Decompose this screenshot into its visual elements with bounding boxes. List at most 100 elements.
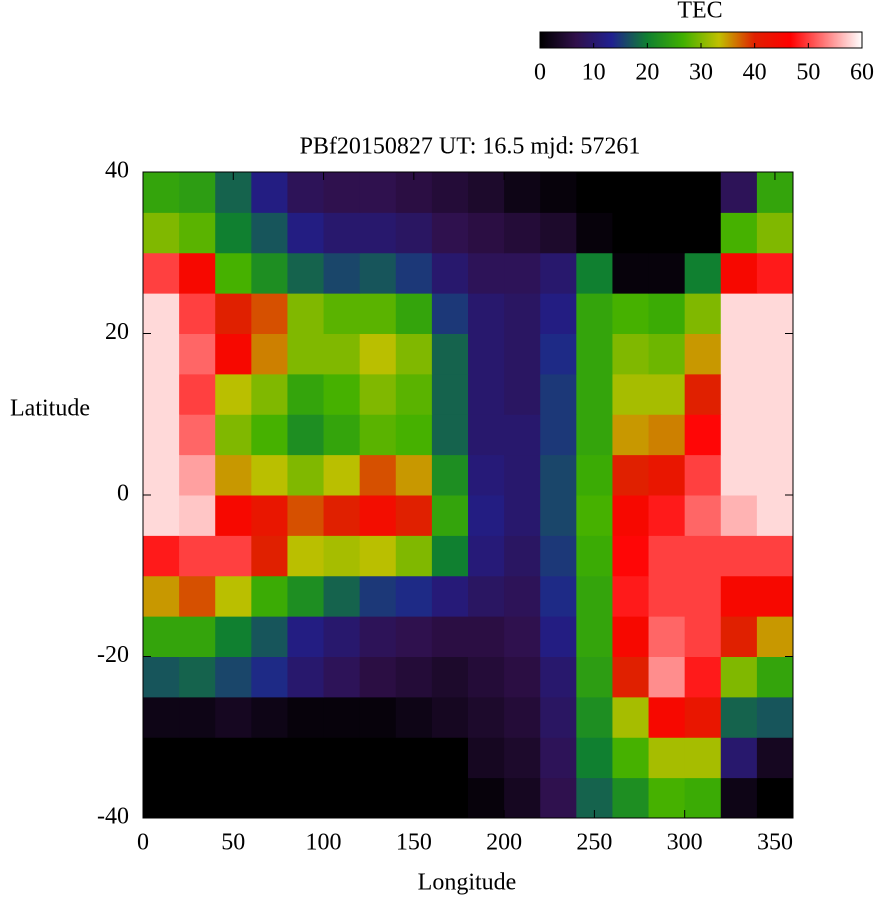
heat-cell — [468, 616, 505, 657]
heat-cell — [612, 696, 650, 738]
heat-cell — [720, 373, 758, 415]
heat-cell — [179, 737, 216, 779]
heat-cell — [179, 414, 216, 456]
heat-cell — [612, 495, 650, 536]
heat-cell — [431, 616, 469, 657]
heat-cell — [143, 373, 180, 415]
heat-cell — [468, 696, 505, 738]
colorbar-tick-label: 50 — [796, 60, 820, 86]
heat-cell — [720, 656, 758, 698]
heat-cell — [720, 696, 758, 738]
x-tick-label: 150 — [396, 830, 432, 856]
heat-cell — [504, 535, 541, 577]
heat-cell — [395, 535, 433, 577]
heat-cell — [684, 373, 722, 415]
heat-cell — [576, 373, 613, 415]
heat-cell — [756, 414, 794, 456]
heat-cell — [504, 696, 541, 738]
heat-cell — [756, 252, 794, 294]
y-axis-label: Latitude — [10, 396, 90, 422]
heat-cell — [540, 333, 577, 375]
heat-cell — [684, 212, 722, 254]
heat-cell — [323, 575, 361, 617]
heat-cell — [504, 414, 541, 456]
heat-cell — [179, 696, 216, 738]
heat-cell — [179, 495, 216, 536]
heat-cell — [179, 172, 216, 213]
heat-cell — [648, 212, 686, 254]
heat-cell — [323, 212, 361, 254]
heat-cell — [540, 737, 577, 779]
heat-cell — [251, 777, 288, 819]
y-tick-label: -40 — [97, 804, 129, 830]
heat-cell — [540, 777, 577, 819]
heat-cell — [359, 172, 397, 213]
heat-cell — [287, 454, 325, 496]
heat-cell — [251, 212, 288, 254]
heat-cell — [143, 777, 180, 819]
heat-cell — [576, 616, 613, 657]
x-axis-label: Longitude — [418, 870, 517, 896]
heat-cell — [359, 495, 397, 536]
heat-cell — [287, 737, 325, 779]
heat-cell — [756, 454, 794, 496]
heat-cell — [215, 454, 252, 496]
heat-cell — [431, 737, 469, 779]
heat-cell — [143, 696, 180, 738]
heat-cell — [720, 616, 758, 657]
heat-cell — [287, 212, 325, 254]
heat-cell — [143, 293, 180, 334]
heat-cell — [395, 414, 433, 456]
heat-cell — [359, 373, 397, 415]
heat-cell — [756, 737, 794, 779]
colorbar-tick-label: 20 — [635, 60, 659, 86]
heat-cell — [468, 373, 505, 415]
heat-cell — [684, 495, 722, 536]
heat-cell — [323, 333, 361, 375]
heat-cell — [504, 575, 541, 617]
heat-cell — [720, 495, 758, 536]
heat-cell — [576, 212, 613, 254]
heat-cell — [648, 777, 686, 819]
heat-cell — [648, 373, 686, 415]
heat-cell — [251, 373, 288, 415]
heat-cell — [323, 535, 361, 577]
heat-cell — [215, 575, 252, 617]
heat-cell — [504, 656, 541, 698]
heat-cell — [251, 252, 288, 294]
heat-cell — [179, 293, 216, 334]
heat-cell — [612, 212, 650, 254]
heat-cell — [468, 172, 505, 213]
heat-cell — [395, 252, 433, 294]
y-tick-label: 0 — [117, 481, 129, 507]
heat-cell — [287, 414, 325, 456]
heat-cell — [215, 616, 252, 657]
heat-cell — [143, 212, 180, 254]
heat-cell — [395, 616, 433, 657]
heat-cell — [504, 212, 541, 254]
heat-cell — [143, 616, 180, 657]
heat-cell — [323, 737, 361, 779]
heat-cell — [143, 252, 180, 294]
heat-cell — [468, 252, 505, 294]
heat-cell — [359, 252, 397, 294]
heat-cell — [648, 575, 686, 617]
heat-cell — [576, 495, 613, 536]
heat-cell — [648, 293, 686, 334]
heat-cell — [576, 414, 613, 456]
heat-cell — [468, 737, 505, 779]
heat-cell — [540, 212, 577, 254]
heat-cell — [648, 172, 686, 213]
heat-cell — [576, 696, 613, 738]
heat-cell — [684, 252, 722, 294]
heat-cell — [323, 656, 361, 698]
heat-cell — [215, 737, 252, 779]
heat-cell — [504, 293, 541, 334]
colorbar-label: TEC — [677, 0, 722, 24]
heat-cell — [431, 535, 469, 577]
heat-cell — [323, 172, 361, 213]
heat-cell — [720, 575, 758, 617]
heat-cell — [720, 252, 758, 294]
heat-cell — [287, 777, 325, 819]
heat-cell — [612, 656, 650, 698]
